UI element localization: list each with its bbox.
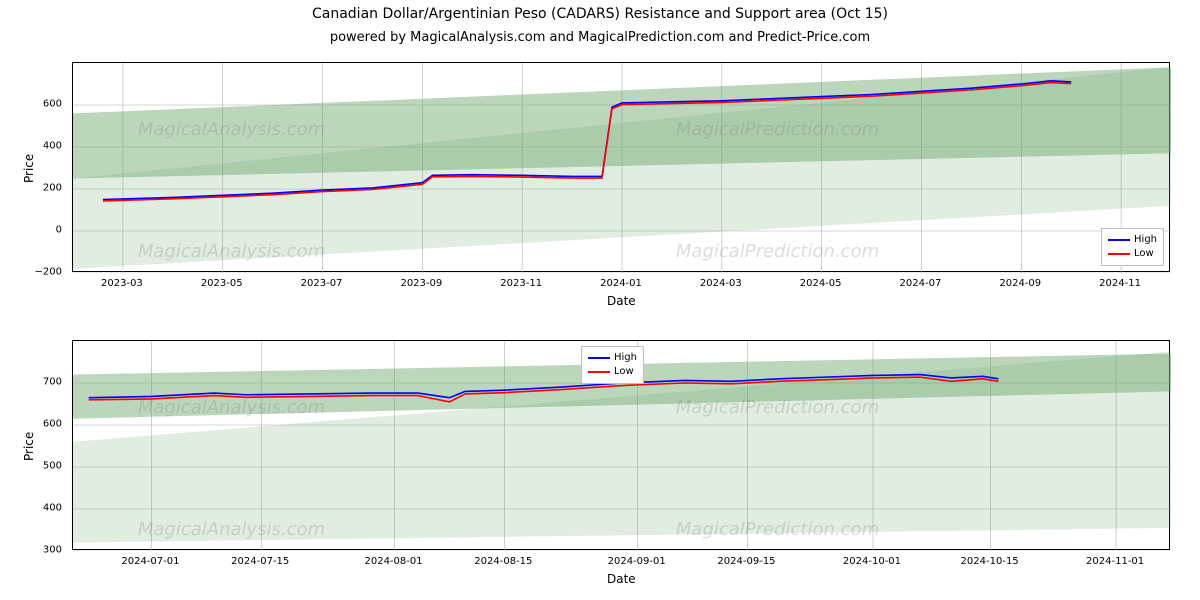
x-tick-label: 2024-07-15 — [231, 556, 289, 567]
y-axis-label: Price — [22, 432, 36, 461]
chart-title: Canadian Dollar/Argentinian Peso (CADARS… — [0, 6, 1200, 22]
legend-item: High — [588, 351, 637, 365]
legend-swatch — [1108, 253, 1130, 255]
x-tick-label: 2024-09 — [999, 278, 1041, 289]
x-tick-label: 2024-03 — [700, 278, 742, 289]
x-tick-label: 2023-05 — [201, 278, 243, 289]
y-tick-label: 0 — [32, 225, 62, 236]
legend-swatch — [588, 371, 610, 373]
x-tick-label: 2023-11 — [500, 278, 542, 289]
y-tick-label: 400 — [32, 503, 62, 514]
legend: HighLow — [1101, 228, 1164, 266]
legend-item: Low — [1108, 247, 1157, 261]
chart-subtitle: powered by MagicalAnalysis.com and Magic… — [0, 30, 1200, 45]
x-tick-label: 2024-10-01 — [843, 556, 901, 567]
y-tick-label: 200 — [32, 183, 62, 194]
x-tick-label: 2024-07-01 — [121, 556, 179, 567]
y-tick-label: 300 — [32, 545, 62, 556]
plot-svg — [73, 63, 1171, 273]
x-tick-label: 2024-10-15 — [961, 556, 1019, 567]
y-tick-label: 400 — [32, 141, 62, 152]
y-tick-label: −200 — [32, 267, 62, 278]
legend-item: High — [1108, 233, 1157, 247]
legend-swatch — [588, 357, 610, 359]
y-tick-label: 500 — [32, 461, 62, 472]
x-tick-label: 2023-09 — [400, 278, 442, 289]
x-tick-label: 2024-07 — [900, 278, 942, 289]
figure: Canadian Dollar/Argentinian Peso (CADARS… — [0, 0, 1200, 600]
legend-label: Low — [1134, 247, 1154, 261]
legend-label: High — [1134, 233, 1157, 247]
legend-item: Low — [588, 365, 637, 379]
x-tick-label: 2024-11-01 — [1086, 556, 1144, 567]
x-tick-label: 2024-08-15 — [474, 556, 532, 567]
x-tick-label: 2024-01 — [600, 278, 642, 289]
x-tick-label: 2024-09-15 — [717, 556, 775, 567]
x-tick-label: 2024-08-01 — [364, 556, 422, 567]
x-axis-label: Date — [607, 294, 636, 308]
y-tick-label: 600 — [32, 419, 62, 430]
y-axis-label: Price — [22, 154, 36, 183]
legend: HighLow — [581, 346, 644, 384]
y-tick-label: 700 — [32, 377, 62, 388]
chart-panel-top — [72, 62, 1170, 272]
x-axis-label: Date — [607, 572, 636, 586]
x-tick-label: 2023-07 — [301, 278, 343, 289]
x-tick-label: 2023-03 — [101, 278, 143, 289]
legend-swatch — [1108, 239, 1130, 241]
y-tick-label: 600 — [32, 99, 62, 110]
x-tick-label: 2024-09-01 — [608, 556, 666, 567]
x-tick-label: 2024-11 — [1099, 278, 1141, 289]
legend-label: High — [614, 351, 637, 365]
x-tick-label: 2024-05 — [800, 278, 842, 289]
legend-label: Low — [614, 365, 634, 379]
